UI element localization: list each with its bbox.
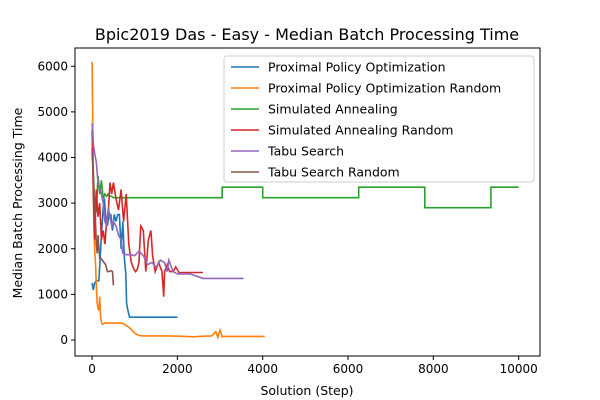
y-tick-label: 6000 [37, 59, 68, 73]
series-layer [91, 61, 519, 340]
y-axis: 0 1000 2000 3000 4000 5000 6000 [37, 59, 75, 347]
series-line-6 [91, 152, 115, 286]
series-line-4 [91, 130, 203, 297]
series-line-5 [91, 123, 244, 280]
y-tick-label: 0 [60, 333, 68, 347]
legend-label: Simulated Annealing Random [268, 123, 453, 138]
y-axis-label: Median Batch Processing Time [10, 107, 25, 298]
x-tick-label: 8000 [418, 362, 449, 376]
series-line-1 [91, 198, 178, 319]
y-tick-label: 5000 [37, 105, 68, 119]
series-line-2 [91, 61, 265, 340]
legend-box [223, 55, 535, 183]
chart-title: Bpic2019 Das - Easy - Median Batch Proce… [95, 25, 519, 44]
legend-label: Tabu Search Random [267, 165, 400, 180]
legend-label: Tabu Search [267, 144, 344, 159]
legend-label: Proximal Policy Optimization Random [268, 81, 501, 96]
x-axis: 0 2000 4000 6000 8000 10000 [88, 356, 538, 376]
y-tick-label: 2000 [37, 242, 68, 256]
x-tick-label: 6000 [333, 362, 364, 376]
x-tick-label: 4000 [247, 362, 278, 376]
x-axis-label: Solution (Step) [260, 383, 353, 398]
y-tick-label: 1000 [37, 287, 68, 301]
plot-area [74, 47, 541, 357]
axes-frame [74, 47, 541, 357]
y-tick-label: 4000 [37, 151, 68, 165]
x-tick-label: 2000 [162, 362, 193, 376]
y-tick-label: 3000 [37, 196, 68, 210]
x-tick-label: 10000 [500, 362, 538, 376]
legend: Proximal Policy Optimization Proximal Pol… [223, 55, 535, 183]
x-tick-label: 0 [88, 362, 96, 376]
legend-label: Simulated Annealing [268, 102, 398, 117]
legend-label: Proximal Policy Optimization [268, 60, 446, 75]
